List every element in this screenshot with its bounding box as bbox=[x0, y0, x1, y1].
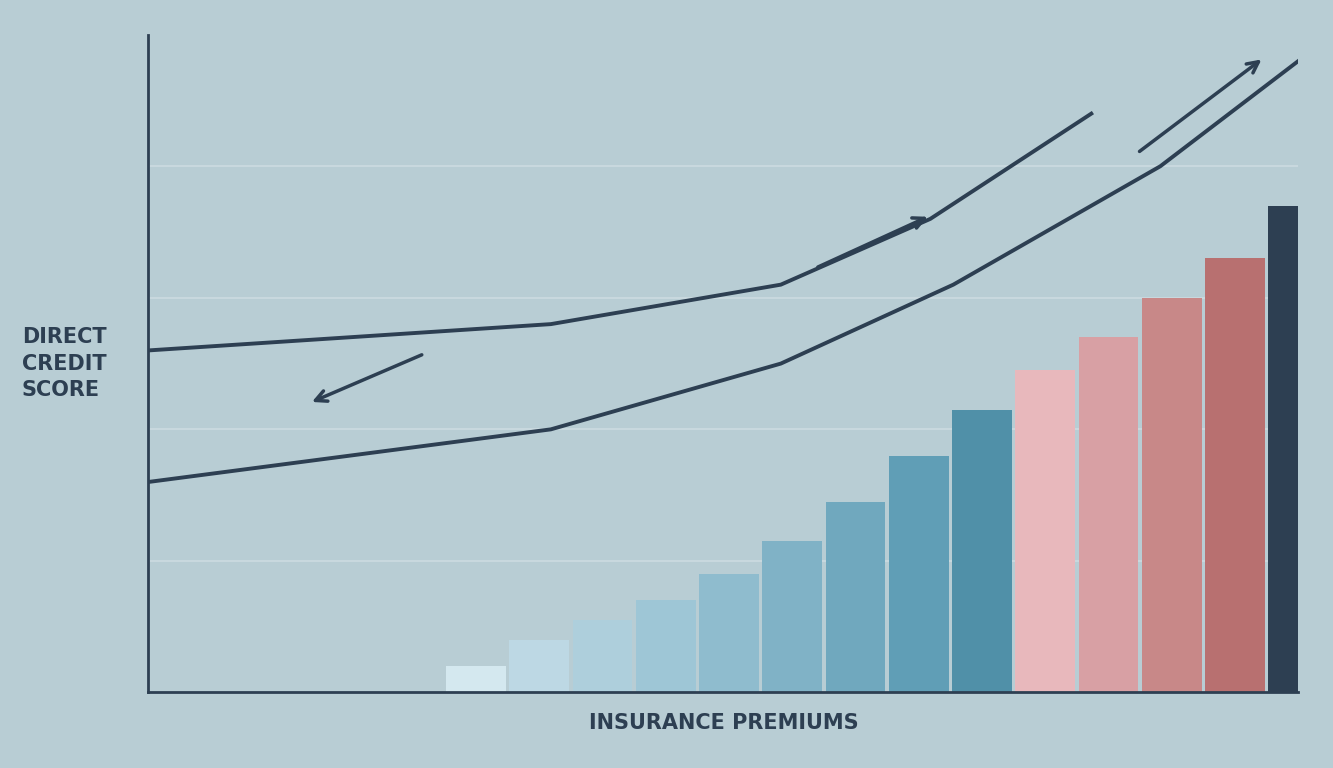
Text: DIRECT
CREDIT
SCORE: DIRECT CREDIT SCORE bbox=[21, 327, 107, 400]
Bar bbox=[1269, 206, 1328, 693]
Bar bbox=[952, 409, 1012, 693]
Bar bbox=[700, 574, 758, 693]
Bar bbox=[762, 541, 822, 693]
Bar bbox=[1078, 337, 1138, 693]
Bar bbox=[889, 455, 949, 693]
Bar bbox=[509, 640, 569, 693]
X-axis label: INSURANCE PREMIUMS: INSURANCE PREMIUMS bbox=[588, 713, 858, 733]
Bar bbox=[1205, 258, 1265, 693]
Bar bbox=[1142, 298, 1201, 693]
Bar bbox=[636, 601, 696, 693]
Bar bbox=[825, 502, 885, 693]
Bar bbox=[573, 620, 632, 693]
Bar bbox=[1016, 370, 1076, 693]
Bar bbox=[447, 666, 507, 693]
